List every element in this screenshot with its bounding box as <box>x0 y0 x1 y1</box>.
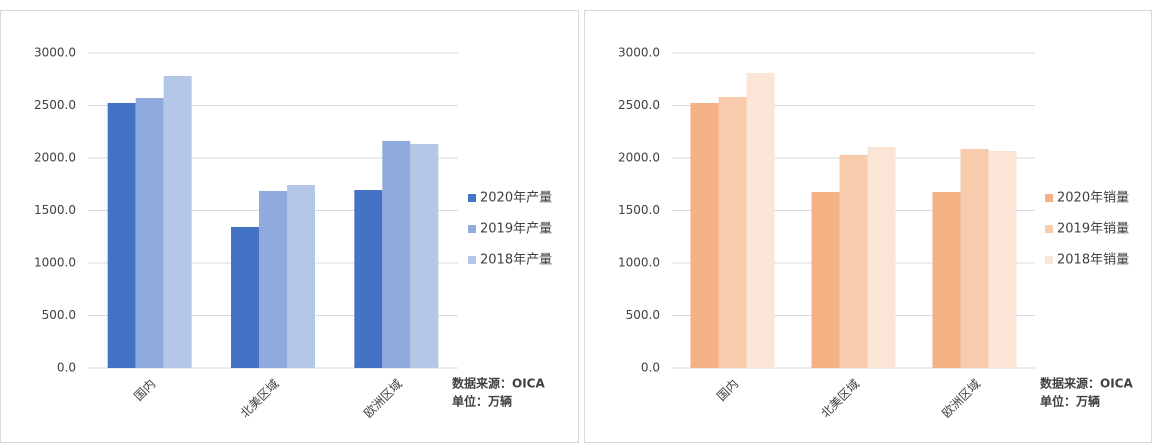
note: 数据来源：OICA <box>452 376 545 391</box>
legend-label: 2018年产量 <box>480 253 552 268</box>
y-tick-label: 0.0 <box>641 361 660 375</box>
y-tick-label: 1500.0 <box>34 203 76 217</box>
bar <box>259 190 287 368</box>
bar <box>988 150 1017 368</box>
bar <box>960 148 989 368</box>
note: 单位：万辆 <box>1040 394 1100 409</box>
y-tick-label: 2500.0 <box>34 98 76 112</box>
bar <box>867 146 896 368</box>
note: 数据来源：OICA <box>1040 376 1133 391</box>
y-tick-label: 500.0 <box>626 308 660 322</box>
bar <box>839 154 868 368</box>
legend-swatch <box>1045 225 1053 233</box>
bar <box>107 102 136 368</box>
legend-label: 2020年产量 <box>480 191 552 206</box>
y-tick-label: 3000.0 <box>618 46 660 60</box>
bar <box>382 140 411 368</box>
bar <box>231 226 259 368</box>
legend-label: 2019年销量 <box>1057 222 1129 237</box>
y-tick-label: 1000.0 <box>34 256 76 270</box>
bar <box>746 72 775 368</box>
x-tick-label: 北美区域 <box>238 377 282 421</box>
y-tick-label: 1000.0 <box>618 256 660 270</box>
x-tick-label: 国内 <box>714 377 741 404</box>
y-tick-label: 1500.0 <box>618 203 660 217</box>
y-tick-label: 0.0 <box>57 361 76 375</box>
legend-label: 2020年销量 <box>1057 191 1129 206</box>
y-tick-label: 2000.0 <box>618 151 660 165</box>
note: 单位：万辆 <box>452 394 512 409</box>
x-tick-label: 欧洲区域 <box>939 377 983 421</box>
bar <box>690 102 719 368</box>
legend-swatch <box>468 225 476 233</box>
y-tick-label: 500.0 <box>42 308 76 322</box>
bar <box>354 190 383 368</box>
x-tick-label: 国内 <box>131 377 158 404</box>
legend-label: 2019年产量 <box>480 222 552 237</box>
bar <box>287 184 315 368</box>
bar <box>410 144 439 368</box>
x-tick-label: 北美区域 <box>818 377 862 421</box>
y-tick-label: 3000.0 <box>34 46 76 60</box>
legend-swatch <box>1045 256 1053 264</box>
legend-swatch <box>468 256 476 264</box>
bar <box>811 192 840 368</box>
legend-swatch <box>468 194 476 202</box>
y-tick-label: 2000.0 <box>34 151 76 165</box>
x-tick-label: 欧洲区域 <box>361 377 405 421</box>
bar <box>163 75 192 369</box>
legend-label: 2018年销量 <box>1057 253 1129 268</box>
y-tick-label: 2500.0 <box>618 98 660 112</box>
bar <box>718 96 747 369</box>
legend-swatch <box>1045 194 1053 202</box>
bar <box>932 192 961 368</box>
bar <box>135 98 164 369</box>
